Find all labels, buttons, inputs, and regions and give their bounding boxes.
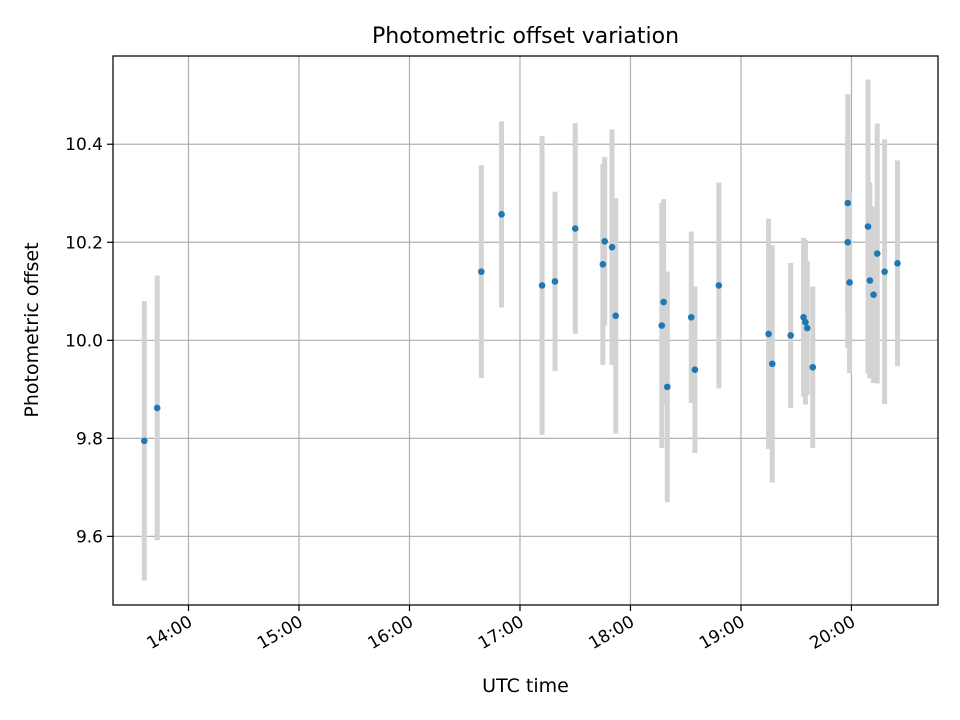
data-point: [601, 237, 608, 245]
data-point: [802, 318, 809, 326]
data-point: [608, 243, 616, 251]
data-point: [715, 282, 723, 289]
plot-frame: [112, 55, 939, 606]
data-point: [803, 324, 811, 332]
data-point: [870, 291, 877, 299]
y-axis-label: Photometric offset: [21, 242, 43, 417]
y-tick-label: 10.2: [65, 233, 103, 253]
data-point: [765, 330, 772, 338]
data-point: [809, 363, 817, 371]
y-tick-label: 10.4: [65, 135, 103, 155]
data-point: [551, 278, 559, 285]
data-point: [873, 250, 881, 257]
x-axis-label: UTC time: [482, 675, 569, 697]
data-point: [787, 332, 794, 339]
data-point: [844, 199, 852, 207]
data-point: [478, 268, 485, 275]
plot-area: [113, 56, 938, 605]
y-tick-label: 9.8: [76, 429, 103, 449]
y-tick-label: 9.6: [76, 527, 103, 547]
data-point: [844, 238, 852, 246]
data-point: [538, 282, 546, 289]
data-point: [153, 404, 161, 412]
data-point: [612, 312, 620, 320]
data-point: [687, 313, 695, 321]
data-point: [881, 268, 888, 275]
data-point: [660, 298, 667, 306]
data-point: [571, 225, 579, 232]
y-axis-ticks: 9.6 9.8 10.0 10.2 10.4: [65, 135, 113, 547]
data-point: [691, 366, 699, 374]
data-point: [866, 277, 874, 284]
data-point: [599, 261, 607, 268]
data-point: [864, 223, 872, 230]
chart-title: Photometric offset variation: [372, 24, 679, 49]
data-point: [846, 279, 853, 286]
data-point: [768, 360, 776, 368]
data-point: [663, 383, 671, 391]
data-point: [498, 211, 505, 218]
y-tick-label: 10.0: [65, 331, 103, 351]
data-point: [141, 437, 148, 445]
data-point: [894, 260, 901, 267]
data-points: [141, 199, 901, 445]
data-point: [658, 322, 666, 329]
